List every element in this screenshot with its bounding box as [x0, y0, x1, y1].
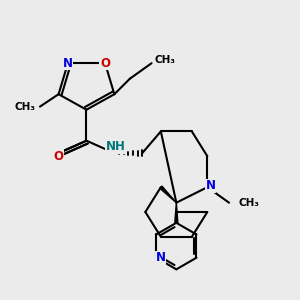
- Text: CH₃: CH₃: [154, 55, 176, 65]
- Polygon shape: [175, 203, 178, 223]
- Text: NH: NH: [106, 140, 126, 153]
- Text: N: N: [206, 179, 215, 192]
- Text: N: N: [63, 57, 73, 70]
- Text: O: O: [100, 57, 110, 70]
- Text: CH₃: CH₃: [14, 102, 35, 112]
- Polygon shape: [160, 186, 176, 203]
- Text: O: O: [54, 150, 64, 163]
- Text: CH₃: CH₃: [238, 198, 259, 208]
- Text: N: N: [156, 251, 166, 264]
